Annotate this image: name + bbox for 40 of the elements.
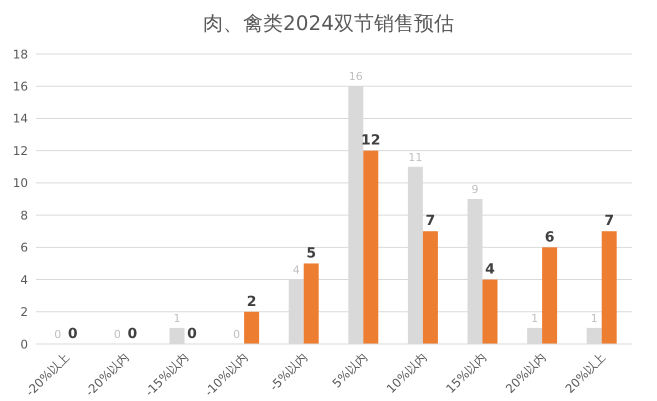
x-tick-label: -5%以内 xyxy=(266,350,310,394)
bar xyxy=(422,231,438,344)
y-tick-label: 18 xyxy=(12,47,28,62)
data-label: 16 xyxy=(348,70,363,84)
bar xyxy=(244,312,260,344)
data-label: 7 xyxy=(604,213,614,230)
data-label: 11 xyxy=(408,150,422,164)
data-label: 0 xyxy=(114,328,121,341)
y-tick-label: 14 xyxy=(12,112,28,126)
chart-title: 肉、禽类2024双节销售预估 xyxy=(202,10,455,37)
bar xyxy=(542,247,558,344)
data-label: 12 xyxy=(361,132,381,149)
data-label: 6 xyxy=(544,229,554,246)
data-label: 1 xyxy=(590,312,598,325)
data-label: 0 xyxy=(68,326,78,342)
y-tick-label: 2 xyxy=(20,305,28,320)
data-label: 9 xyxy=(472,183,479,196)
y-tick-label: 8 xyxy=(20,208,28,222)
data-label: 0 xyxy=(233,328,240,341)
y-tick-label: 12 xyxy=(12,144,28,158)
data-label: 4 xyxy=(292,264,300,277)
data-label: 7 xyxy=(426,213,436,230)
data-label: 1 xyxy=(531,312,538,325)
data-label: 0 xyxy=(54,328,62,341)
data-label: 4 xyxy=(485,262,496,278)
y-tick-label: 16 xyxy=(12,79,28,94)
y-tick-label: 10 xyxy=(12,176,28,190)
data-label: 2 xyxy=(246,294,256,310)
y-tick-label: 6 xyxy=(20,240,28,255)
data-label: 5 xyxy=(306,245,316,262)
y-tick-label: 0 xyxy=(20,337,28,352)
data-label: 0 xyxy=(128,326,138,342)
bar xyxy=(304,263,319,344)
data-label: 1 xyxy=(174,312,181,325)
y-tick-label: 4 xyxy=(20,272,28,287)
x-tick-label: 5%以内 xyxy=(330,350,370,391)
bar xyxy=(363,150,378,344)
data-label: 0 xyxy=(187,326,198,342)
bar xyxy=(482,280,498,344)
bar xyxy=(602,231,617,344)
